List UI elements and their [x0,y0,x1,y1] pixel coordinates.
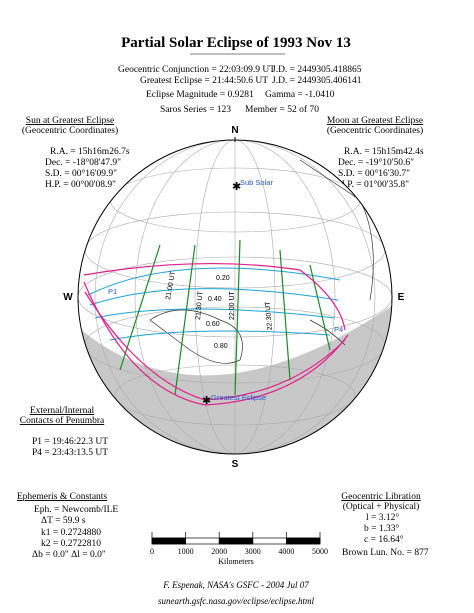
scale-unit: Kilometers [218,557,254,566]
moon-line: H.P. = 01°00'35.8" [338,179,409,190]
sub-solar-star: ✱ [232,181,241,193]
sub-solar-label: Sub Solar [240,178,273,187]
ephemeris-line: k2 = 0.2722810 [41,539,101,549]
moon-title: Moon at Greatest Eclipse [327,116,423,126]
greatest: Greatest Eclipse = 21:44:50.6 UT [140,76,268,86]
compass-north: N [231,125,238,136]
moon-subtitle: (Geocentric Coordinates) [327,125,423,136]
p4-label: P4 [334,325,343,334]
ephemeris-line: Δb = 0.0" Δl = 0.0" [32,550,106,560]
p1-label: P1 [108,287,117,296]
sun-line: Dec. = -18°08'47.9" [45,157,121,168]
libration-line: c = 16.64° [364,534,404,545]
magnitude-label: 0.80 [214,343,228,350]
conjunction: Geocentric Conjunction = 22:03:09.9 UT [118,65,275,75]
moon-line: Dec. = -19°10'50.6" [338,157,414,168]
libration-line: b = 1.33° [364,523,399,534]
magnitude-label: 0.60 [206,321,220,328]
contacts-title: External/Internal [30,406,95,416]
gamma: Gamma = -1.0410 [265,90,335,100]
magnitude-contours [87,267,341,341]
magnitude: Eclipse Magnitude = 0.9281 [146,90,254,100]
globe [78,140,392,454]
contact-line: P4 = 23:43:13.5 UT [32,448,108,458]
brown-lunation: Brown Lun. No. = 877 [342,548,429,558]
member: Member = 52 of 70 [245,104,319,115]
compass-east: E [398,292,405,303]
penumbra-limits [83,263,349,406]
magnitude-label: 0.40 [208,296,222,303]
greatest-jd: J.D. = 2449305.406141 [272,76,362,86]
footer-credit: F. Espenak, NASA's GSFC - 2004 Jul 07 [162,580,309,590]
ephemeris-line: ΔT = 59.9 s [41,516,86,526]
sun-line: S.D. = 00°16'09.9" [45,168,117,179]
title: Partial Solar Eclipse of 1993 Nov 13 [121,35,351,51]
footer-url: sunearth.gsfc.nasa.gov/eclipse/eclipse.h… [158,596,314,606]
scale-bar [151,532,321,545]
libration-title: Geocentric Libration [341,492,421,502]
conjunction-jd: J.D. = 2449305.418865 [272,65,362,75]
sun-title: Sun at Greatest Eclipse [26,116,114,126]
ephemeris-title: Ephemeris & Constants [17,492,108,502]
scale-tick: 4000 [278,547,294,556]
time-label: 22:00 UT [229,290,236,320]
time-label: 21:30 UT [195,290,205,320]
moon-line: R.A. = 15h15m42.4s [344,147,424,157]
libration-line: l = 3.12° [366,512,399,523]
ephemeris-line: k1 = 0.2724880 [41,528,101,538]
sun-line: R.A. = 15h16m26.7s [50,147,130,157]
scale-tick: 1000 [178,547,194,556]
greatest-eclipse-label: Greatest Eclipse [211,393,266,402]
sun-subtitle: (Geocentric Coordinates) [22,125,118,136]
magnitude-label: 0.20 [216,275,230,282]
scale-tick: 0 [150,547,154,556]
compass-west: W [63,292,73,303]
compass-south: S [232,459,239,470]
scale-tick: 3000 [245,547,261,556]
time-label: 22:30 UT [264,300,274,330]
scale-tick: 2000 [211,547,227,556]
sun-line: H.P. = 00°00'08.9" [45,179,116,190]
saros: Saros Series = 123 [160,105,231,115]
contacts-subtitle: Contacts of Penumbra [20,415,105,426]
ephemeris-line: Eph. = Newcomb/ILE [34,505,118,515]
contact-line: P1 = 19:46:22.3 UT [32,437,108,447]
moon-line: S.D. = 00°16'30.7" [338,168,410,179]
libration-subtitle: (Optical + Physical) [343,501,420,512]
scale-tick: 5000 [312,547,328,556]
greatest-eclipse-star: ✱ [202,395,211,407]
